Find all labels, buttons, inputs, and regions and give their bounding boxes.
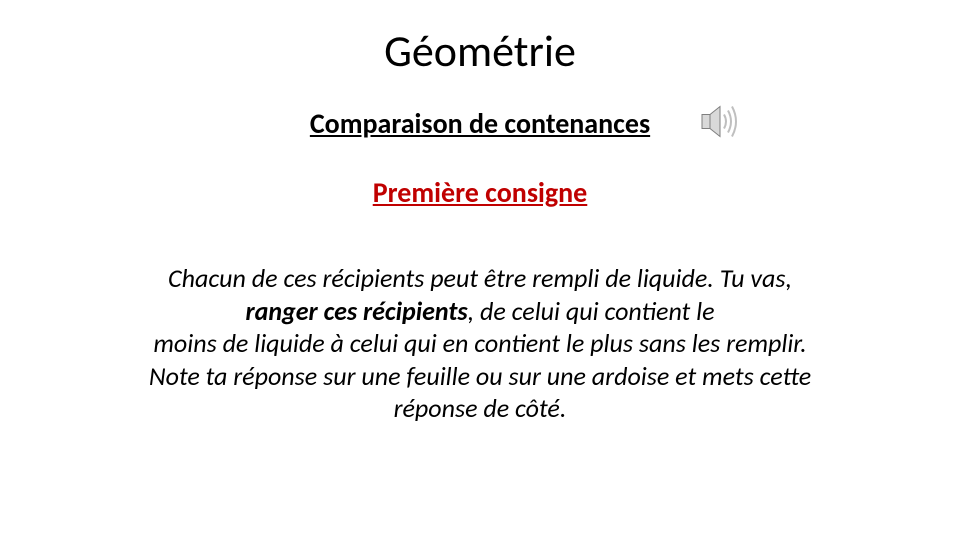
- body-text: Chacun de ces récipients peut être rempl…: [40, 262, 920, 425]
- slide-subtitle: Comparaison de contenances: [310, 106, 650, 141]
- slide-title: Géométrie: [40, 24, 920, 78]
- subtitle-row: Comparaison de contenances: [40, 106, 920, 141]
- body-line-0: Chacun de ces récipients peut être rempl…: [168, 262, 792, 294]
- speaker-icon: [698, 100, 740, 147]
- consigne-heading: Première consigne: [40, 175, 920, 210]
- body-line-2: moins de liquide à celui qui en contient…: [153, 327, 806, 359]
- body-line-1: ranger ces récipients, de celui qui cont…: [245, 295, 714, 327]
- body-line-4: réponse de côté.: [394, 392, 567, 424]
- body-line-3: Note ta réponse sur une feuille ou sur u…: [149, 360, 811, 392]
- slide: Géométrie Comparaison de contenances Pre…: [0, 0, 960, 540]
